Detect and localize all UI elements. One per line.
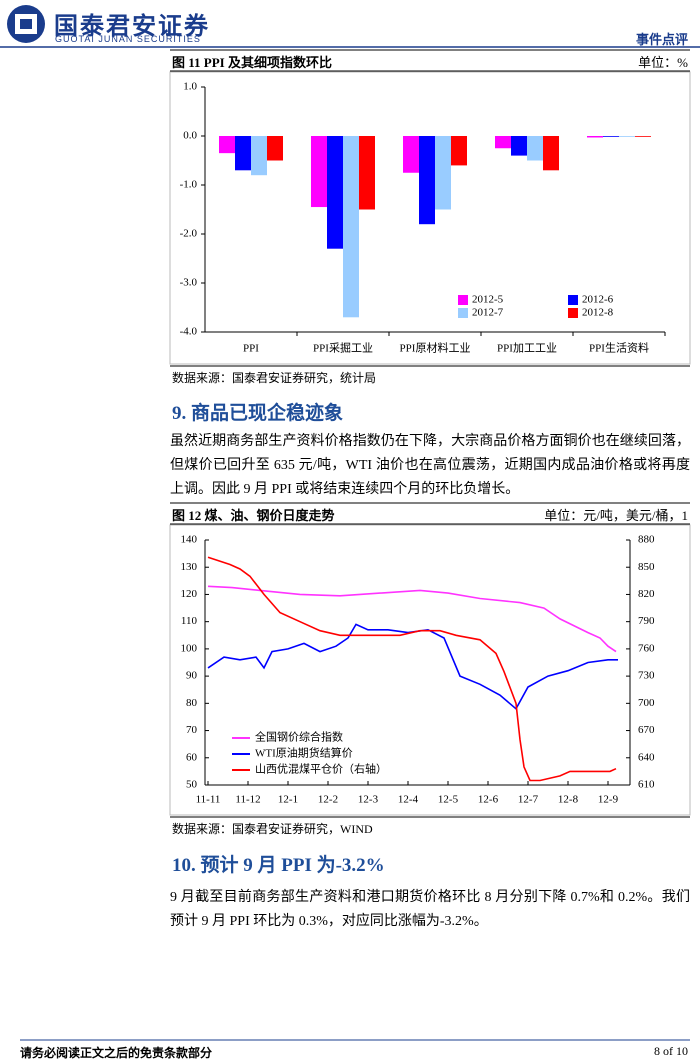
- x-tick-label: PPI: [243, 343, 259, 355]
- bar: [543, 136, 559, 171]
- bar: [527, 136, 543, 161]
- y-tick-label: 90: [186, 670, 198, 682]
- paragraph: 9 月截至目前商务部生产资料和港口期货价格环比 8 月分别下降 0.7%和 0.…: [170, 890, 690, 929]
- x-tick-label: PPI采掘工业: [313, 341, 373, 355]
- bar: [587, 136, 603, 138]
- report-type: 事件点评: [635, 32, 688, 47]
- bar: [251, 136, 267, 176]
- bar: [619, 136, 635, 137]
- bar: [603, 136, 619, 137]
- y-tick-label: -3.0: [180, 277, 198, 289]
- y-tick-label: 50: [186, 779, 198, 791]
- bar: [451, 136, 467, 166]
- legend-label: 2012-5: [472, 294, 504, 306]
- y-tick-label: 0.0: [183, 130, 197, 142]
- chart-frame: [169, 524, 691, 816]
- bar: [359, 136, 375, 210]
- logo: [7, 5, 45, 43]
- legend-label: 全国钢价综合指数: [255, 730, 343, 744]
- y2-tick-label: 610: [638, 779, 655, 791]
- y-tick-label: 60: [186, 751, 198, 763]
- section-heading: 10. 预计 9 月 PPI 为-3.2%: [172, 855, 385, 876]
- legend-label: WTI原油期货结算价: [255, 746, 353, 760]
- page-number: 8 of 10: [654, 1044, 688, 1058]
- figure-unit: 单位：元/吨，美元/桶，1: [544, 508, 688, 523]
- y-tick-label: 1.0: [183, 81, 197, 93]
- y-tick-label: 70: [186, 724, 198, 736]
- legend-label: 2012-6: [582, 294, 614, 306]
- y-tick-label: 140: [181, 534, 198, 546]
- y-tick-label: 130: [181, 561, 198, 573]
- x-tick-label: 12-1: [278, 794, 298, 806]
- disclaimer: 请务必阅读正文之后的免责条款部分: [20, 1046, 213, 1060]
- x-tick-label: 12-7: [518, 794, 539, 806]
- legend-label: 2012-7: [472, 307, 504, 319]
- y2-tick-label: 760: [638, 642, 655, 654]
- figure-title: 图 12 煤、油、钢价日度走势: [172, 508, 335, 523]
- chart-frame: [169, 71, 691, 365]
- paragraph: 虽然近期商务部生产资料价格指数仍在下降，大宗商品价格方面铜价也在继续回落，但煤价…: [170, 434, 690, 497]
- y2-tick-label: 850: [638, 561, 655, 573]
- y-tick-label: 120: [181, 588, 198, 600]
- x-tick-label: 12-5: [438, 794, 459, 806]
- x-tick-label: 11-12: [235, 794, 260, 806]
- x-tick-label: 12-4: [398, 794, 419, 806]
- series-line: [207, 623, 618, 711]
- y2-tick-label: 730: [638, 670, 655, 682]
- legend-swatch: [568, 295, 578, 305]
- y2-tick-label: 670: [638, 724, 655, 736]
- x-tick-label: 12-8: [558, 794, 579, 806]
- y2-tick-label: 820: [638, 588, 655, 600]
- bar: [219, 136, 235, 154]
- section-heading: 9. 商品已现企稳迹象: [172, 403, 344, 424]
- legend-swatch: [568, 308, 578, 318]
- y-tick-label: -4.0: [180, 326, 198, 338]
- x-tick-label: PPI加工工业: [497, 342, 557, 355]
- figure-unit: 单位：%: [638, 55, 688, 70]
- y-tick-label: 100: [181, 642, 198, 654]
- series-line: [207, 585, 617, 653]
- bar: [435, 136, 451, 210]
- legend-swatch: [458, 308, 468, 318]
- company-name: 国泰君安证券: [54, 14, 210, 40]
- bar: [343, 136, 359, 318]
- bar: [419, 136, 435, 225]
- y-tick-label: 110: [181, 615, 198, 627]
- bar: [235, 136, 251, 171]
- figure-source: 数据来源：国泰君安证券研究，WIND: [172, 822, 373, 836]
- bar: [327, 136, 343, 249]
- series-line: [207, 556, 617, 782]
- y2-tick-label: 640: [638, 751, 655, 763]
- x-tick-label: PPI原材料工业: [400, 341, 471, 355]
- bar: [267, 136, 283, 161]
- figure-source: 数据来源：国泰君安证券研究，统计局: [172, 371, 377, 385]
- legend-label: 山西优混煤平仓价（右轴）: [255, 762, 387, 776]
- x-tick-label: PPI生活资料: [589, 341, 649, 355]
- bar: [403, 136, 419, 173]
- bar: [511, 136, 527, 156]
- y-tick-label: -1.0: [180, 179, 198, 191]
- x-tick-label: 12-2: [318, 794, 338, 806]
- y2-tick-label: 790: [638, 615, 655, 627]
- figure-title: 图 11 PPI 及其细项指数环比: [172, 55, 332, 70]
- y-tick-label: -2.0: [180, 228, 198, 240]
- bar: [311, 136, 327, 208]
- y2-tick-label: 700: [638, 697, 655, 709]
- x-tick-label: 12-6: [478, 794, 499, 806]
- x-tick-label: 11-11: [196, 794, 221, 806]
- bar: [495, 136, 511, 149]
- y-tick-label: 80: [186, 697, 198, 709]
- legend-label: 2012-8: [582, 307, 614, 319]
- x-tick-label: 12-3: [358, 794, 379, 806]
- x-tick-label: 12-9: [598, 794, 619, 806]
- company-name-en: GUOTAI JUNAN SECURITIES: [55, 34, 201, 44]
- legend-swatch: [458, 295, 468, 305]
- y2-tick-label: 880: [638, 534, 655, 546]
- bar: [635, 136, 651, 137]
